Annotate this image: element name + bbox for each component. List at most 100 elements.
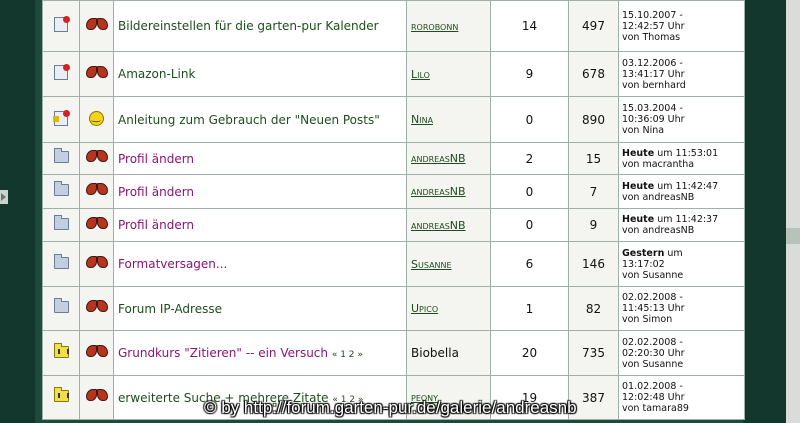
replies-count: 6 bbox=[490, 241, 569, 287]
views-count: 678 bbox=[568, 51, 619, 97]
butterfly-icon bbox=[85, 300, 108, 314]
table-row: Bildereinstellen für die garten-pur Kale… bbox=[42, 0, 745, 52]
author-cell: Upico bbox=[406, 286, 491, 331]
hot-folder-icon bbox=[53, 387, 69, 402]
table-row: erweiterte Suche + mehrere Zitate « 1 2 … bbox=[42, 375, 745, 420]
replies-count: 0 bbox=[490, 208, 569, 242]
type-cell bbox=[79, 0, 114, 52]
last-post-author[interactable]: von tamara89 bbox=[622, 403, 689, 414]
topic-link[interactable]: Profil ändern bbox=[118, 151, 195, 166]
status-cell bbox=[42, 142, 80, 175]
topic-link[interactable]: Bildereinstellen für die garten-pur Kale… bbox=[118, 19, 379, 33]
views-count: 890 bbox=[568, 96, 619, 143]
table-row: Profil ändern andreasNB 2 15 Heute um 11:53:… bbox=[42, 142, 745, 175]
author-link[interactable]: Lilo bbox=[411, 67, 430, 81]
last-post-author[interactable]: von bernhard bbox=[622, 79, 686, 91]
author-link[interactable]: andreasNB bbox=[411, 185, 466, 198]
hot-folder-icon bbox=[53, 342, 69, 358]
type-cell bbox=[79, 174, 114, 209]
last-post-time: 13:17:02 bbox=[622, 258, 665, 270]
topic-link[interactable]: Forum IP-Adresse bbox=[118, 301, 222, 316]
author-link[interactable]: Upico bbox=[411, 302, 439, 315]
title-cell: Profil ändern bbox=[113, 208, 407, 242]
last-post-author[interactable]: von Thomas bbox=[622, 31, 681, 43]
author-cell: Susanne bbox=[406, 241, 491, 287]
author-link[interactable]: rorobonn bbox=[411, 19, 459, 33]
status-cell bbox=[42, 51, 80, 97]
topic-link[interactable]: Formatversagen... bbox=[118, 257, 228, 271]
type-cell bbox=[79, 96, 114, 143]
title-cell: Bildereinstellen für die garten-pur Kale… bbox=[113, 0, 407, 52]
views-count: 735 bbox=[568, 330, 619, 376]
views-count: 146 bbox=[568, 241, 619, 287]
last-post-day: Heute bbox=[622, 180, 655, 192]
type-cell bbox=[79, 286, 114, 331]
author-cell: rorobonn bbox=[406, 0, 491, 52]
author-cell: andreasNB bbox=[406, 208, 491, 242]
last-post-day: Gestern bbox=[622, 247, 665, 259]
last-post-date: 15.03.2004 - bbox=[622, 103, 683, 114]
last-post-cell: 01.02.2008 -12:02:48 Uhr von tamara89 bbox=[618, 375, 745, 420]
last-post-date: 01.02.2008 - bbox=[622, 381, 683, 392]
status-cell bbox=[42, 330, 80, 376]
author-link[interactable]: peony bbox=[411, 391, 439, 404]
status-cell bbox=[42, 286, 80, 331]
last-post-date: um 11:53:01 bbox=[657, 147, 719, 159]
topic-link[interactable]: Profil ändern bbox=[118, 218, 195, 232]
status-cell bbox=[42, 96, 80, 143]
butterfly-icon bbox=[85, 183, 108, 197]
last-post-time: 12:02:48 Uhr bbox=[622, 392, 685, 403]
title-cell: Profil ändern bbox=[113, 174, 407, 209]
table-row: Profil ändern andreasNB 0 7 Heute um 11:42:4… bbox=[42, 174, 745, 209]
author-link[interactable]: Nina bbox=[411, 113, 434, 126]
last-post-time: 11:45:13 Uhr bbox=[622, 303, 685, 314]
author-cell: Lilo bbox=[406, 51, 491, 97]
status-cell bbox=[42, 375, 80, 420]
views-count: 82 bbox=[568, 286, 619, 331]
right-frame bbox=[743, 0, 800, 423]
last-post-author[interactable]: von Nina bbox=[622, 125, 665, 136]
last-post-cell: 15.10.2007 -12:42:57 Uhr von Thomas bbox=[618, 0, 745, 52]
table-row: Anleitung zum Gebrauch der "Neuen Posts"… bbox=[42, 96, 745, 143]
last-post-author[interactable]: von andreasNB bbox=[622, 225, 695, 236]
table-row: Forum IP-Adresse Upico 1 82 02.02.2008 -11:4… bbox=[42, 286, 745, 331]
author-cell: andreasNB bbox=[406, 142, 491, 175]
last-post-cell: 02.02.2008 -11:45:13 Uhr von Simon bbox=[618, 286, 745, 331]
topic-link[interactable]: erweiterte Suche + mehrere Zitate bbox=[118, 390, 329, 405]
page-links[interactable]: « 1 2 » bbox=[332, 394, 364, 405]
author-link[interactable]: andreasNB bbox=[411, 152, 466, 165]
topic-link[interactable]: Amazon-Link bbox=[118, 67, 196, 81]
last-post-author[interactable]: von Susanne bbox=[622, 269, 684, 281]
last-post-author[interactable]: von macrantha bbox=[622, 158, 695, 170]
page-links[interactable]: « 1 2 » bbox=[331, 350, 363, 360]
title-cell: Grundkurs "Zitieren" -- ein Versuch « 1 … bbox=[113, 330, 407, 376]
title-cell: Profil ändern bbox=[113, 142, 407, 175]
butterfly-icon bbox=[85, 17, 108, 32]
last-post-author[interactable]: von andreasNB bbox=[622, 191, 695, 203]
last-post-cell: Gestern um 13:17:02 von Susanne bbox=[618, 241, 745, 287]
title-cell: Formatversagen... bbox=[113, 241, 407, 287]
topic-link[interactable]: Anleitung zum Gebrauch der "Neuen Posts" bbox=[118, 112, 380, 127]
scroll-thumb[interactable] bbox=[786, 228, 800, 244]
topic-link[interactable]: Grundkurs "Zitieren" -- ein Versuch bbox=[118, 346, 328, 360]
folder-icon bbox=[53, 253, 69, 269]
status-cell bbox=[42, 241, 80, 287]
type-cell bbox=[79, 375, 114, 420]
butterfly-icon bbox=[85, 389, 108, 403]
author-link[interactable]: Biobella bbox=[411, 346, 459, 360]
author-link[interactable]: Susanne bbox=[411, 257, 452, 271]
last-post-time: 12:42:57 Uhr bbox=[622, 20, 685, 32]
watermark: © by http://forum.garten-pur.de/galerie/… bbox=[204, 398, 577, 417]
type-cell bbox=[79, 330, 114, 376]
last-post-author[interactable]: von Susanne bbox=[622, 358, 684, 370]
last-post-date: 15.10.2007 - bbox=[622, 9, 683, 21]
replies-count: 1 bbox=[490, 286, 569, 331]
last-post-date: um 11:42:47 bbox=[657, 180, 719, 192]
author-link[interactable]: andreasNB bbox=[411, 218, 466, 232]
topic-link[interactable]: Profil ändern bbox=[118, 184, 195, 199]
last-post-time: 10:36:09 Uhr bbox=[622, 114, 685, 125]
butterfly-icon bbox=[85, 216, 108, 231]
replies-count: 0 bbox=[490, 96, 569, 143]
last-post-author[interactable]: von Simon bbox=[622, 314, 673, 325]
folder-icon bbox=[53, 181, 69, 196]
